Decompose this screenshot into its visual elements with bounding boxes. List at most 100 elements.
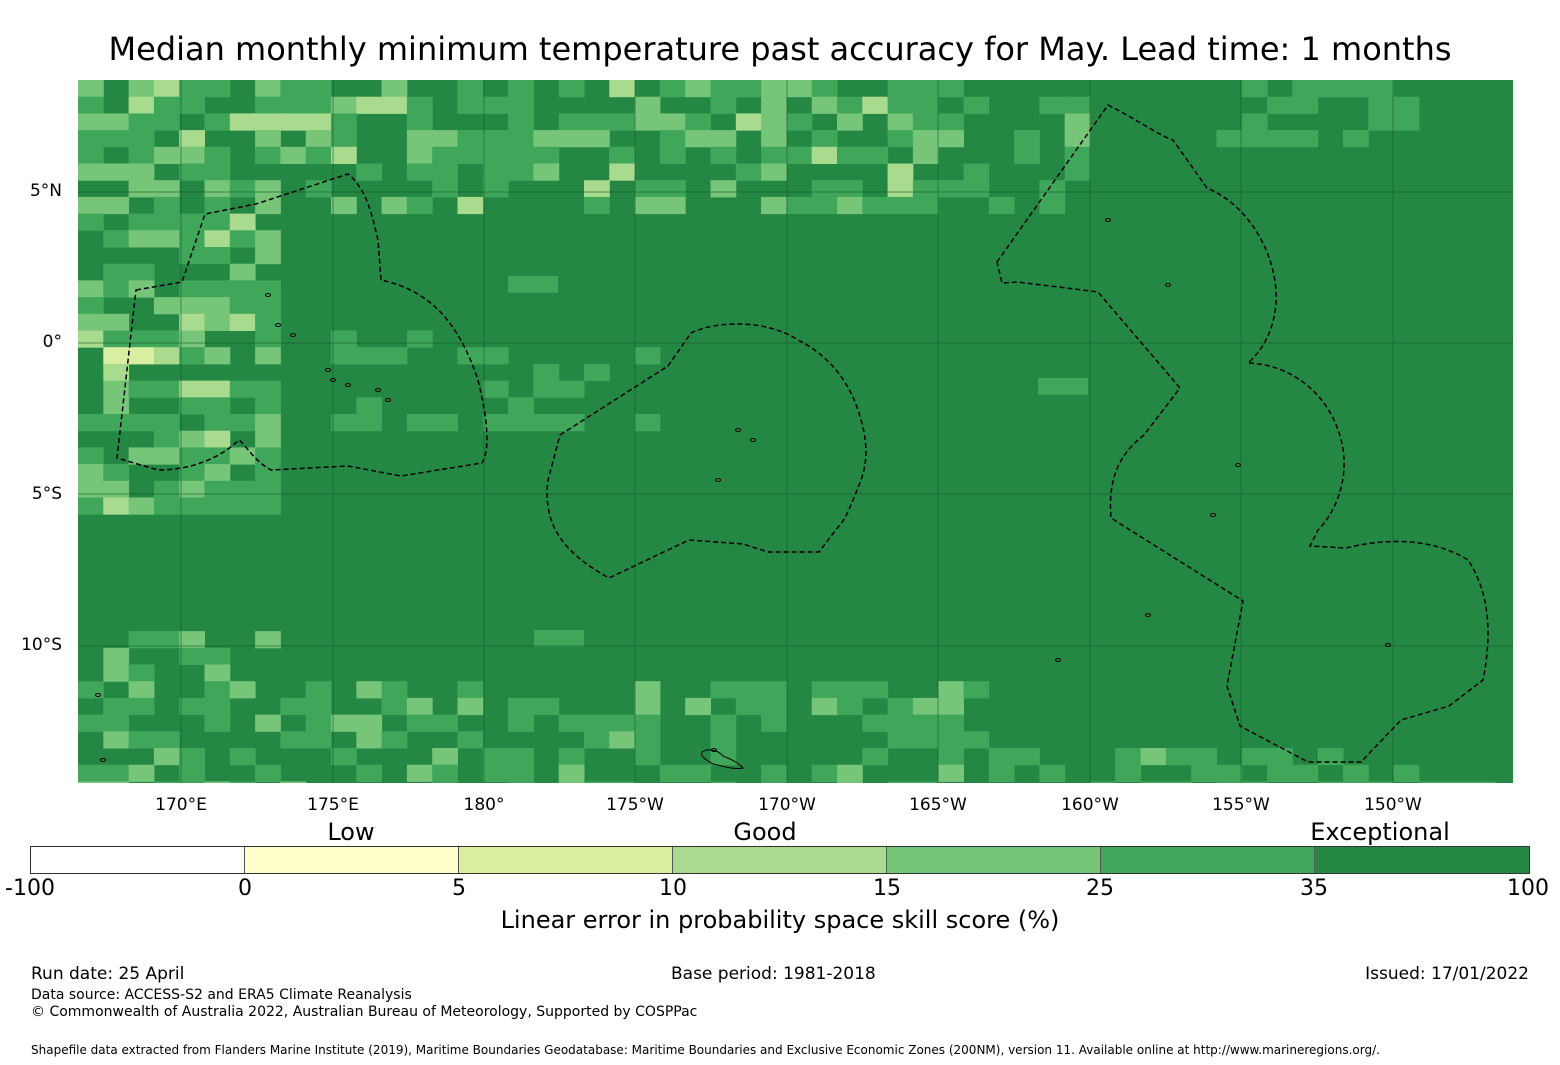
skill-cell <box>963 681 990 699</box>
category-label-low: Low <box>327 818 375 846</box>
skill-cell <box>508 714 534 732</box>
skill-cell <box>659 130 686 148</box>
skill-cell <box>912 731 939 749</box>
lon-label-150w: 150°W <box>1364 795 1422 815</box>
skill-cell <box>179 213 205 231</box>
skill-cell <box>837 196 863 215</box>
skill-cell <box>305 681 332 699</box>
lon-label-180: 180° <box>463 795 505 815</box>
skill-cell <box>862 146 889 164</box>
skill-cell <box>710 681 737 699</box>
skill-cell <box>331 196 357 215</box>
skill-cell <box>255 180 281 198</box>
lon-label-160w: 160°W <box>1061 795 1119 815</box>
island-outline <box>385 398 391 402</box>
skill-cell <box>1368 781 1395 783</box>
skill-cell <box>356 96 383 114</box>
skill-cell <box>659 113 686 131</box>
skill-cell <box>457 96 484 114</box>
skill-cell <box>179 447 205 465</box>
skill-cell <box>255 96 281 114</box>
island-outline <box>1055 658 1061 662</box>
skill-cell <box>406 414 433 432</box>
lat-label-5s: 5°S <box>31 484 62 504</box>
eez-boundary-tokelau-samoa <box>546 323 867 579</box>
skill-cell <box>1292 96 1319 114</box>
skill-cell <box>1064 130 1091 148</box>
colorbar-title: Linear error in probability space skill … <box>500 906 1060 934</box>
category-label-exceptional: Exceptional <box>1310 818 1450 846</box>
skill-cell <box>255 464 281 482</box>
skill-cell <box>761 697 787 716</box>
skill-cell <box>103 464 130 482</box>
skill-cell <box>1216 764 1243 782</box>
skill-cell <box>128 96 155 114</box>
colorbar-segment <box>245 847 459 873</box>
skill-cell <box>305 96 332 114</box>
skill-cell <box>508 781 534 783</box>
skill-cell <box>1267 748 1293 766</box>
skill-cell <box>103 664 130 682</box>
skill-cell <box>862 714 889 732</box>
skill-cell <box>508 764 534 782</box>
skill-cell <box>103 163 130 181</box>
skill-cell <box>179 781 205 783</box>
skill-cell <box>963 180 990 198</box>
skill-cell <box>204 714 231 732</box>
skill-cell <box>482 130 509 148</box>
lon-label-165w: 165°W <box>909 795 967 815</box>
skill-cell <box>305 130 332 148</box>
skill-cell <box>761 196 787 215</box>
skill-cell <box>634 96 661 114</box>
skill-cell <box>938 764 964 782</box>
skill-cell <box>508 96 534 114</box>
skill-cell <box>381 681 408 699</box>
skill-cell <box>634 180 661 198</box>
skill-cell <box>609 714 636 732</box>
skill-cell <box>255 631 281 649</box>
skill-cell <box>761 113 787 131</box>
skill-cell <box>153 96 180 114</box>
skill-cell <box>1039 764 1066 782</box>
skill-cell <box>128 280 155 298</box>
skill-cell <box>229 280 256 298</box>
shapefile-credit: Shapefile data extracted from Flanders M… <box>31 1043 1380 1057</box>
skill-cell <box>432 748 458 766</box>
skill-cell <box>204 297 231 315</box>
skill-cell <box>229 297 256 315</box>
skill-cell <box>584 714 610 732</box>
skill-cell <box>1115 748 1142 766</box>
skill-cell <box>103 764 130 782</box>
skill-cell <box>1317 781 1344 783</box>
skill-cell <box>204 347 231 365</box>
island-outline <box>715 478 721 482</box>
skill-cell <box>988 748 1015 766</box>
skill-cell <box>128 414 155 432</box>
skill-cell <box>912 196 939 215</box>
lat-label-10s: 10°S <box>21 635 62 655</box>
skill-cell <box>153 480 180 498</box>
skill-cell <box>255 714 281 732</box>
skill-cell <box>78 480 104 498</box>
skill-cell <box>128 180 155 198</box>
skill-cell <box>837 113 863 131</box>
skill-cell <box>128 764 155 782</box>
skill-cell <box>938 748 964 766</box>
skill-cell <box>837 180 863 198</box>
skill-cell <box>204 781 231 783</box>
skill-cell <box>179 96 205 114</box>
skill-cell <box>229 480 256 498</box>
skill-cell <box>508 146 534 164</box>
skill-cell <box>1241 748 1268 766</box>
lon-label-170w: 170°W <box>758 795 816 815</box>
colorbar-tick: 25 <box>1086 876 1114 901</box>
skill-cell <box>508 748 534 766</box>
skill-cell <box>128 380 155 398</box>
colorbar-segment <box>673 847 887 873</box>
skill-cell <box>1368 113 1395 131</box>
skill-cell <box>508 113 534 131</box>
skill-cell <box>558 781 585 783</box>
skill-cell <box>710 96 737 114</box>
skill-cell <box>634 714 661 732</box>
skill-cell <box>912 781 939 783</box>
